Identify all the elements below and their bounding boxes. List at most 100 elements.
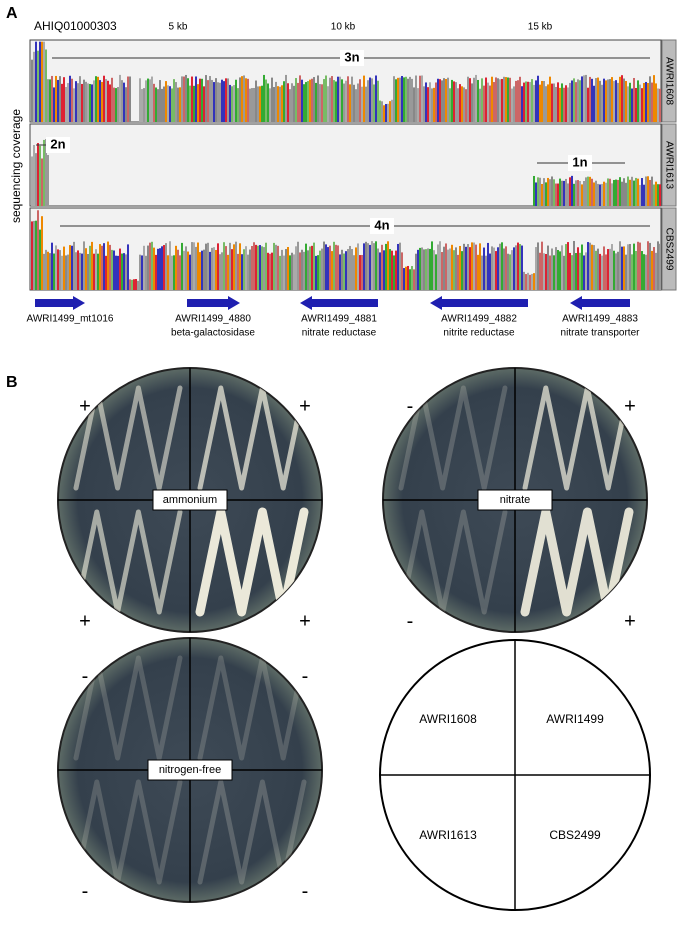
coverage-bar	[587, 242, 589, 290]
coverage-bar	[641, 251, 643, 290]
coverage-bar	[597, 183, 599, 206]
coverage-bar	[549, 255, 551, 290]
coverage-bar	[99, 80, 101, 122]
medium-label: ammonium	[163, 494, 217, 506]
coverage-bar	[155, 87, 157, 122]
coverage-bar	[517, 80, 519, 122]
coverage-bar	[497, 247, 499, 290]
medium-box	[147, 759, 233, 781]
coverage-bar	[319, 84, 321, 122]
coverage-bar	[49, 253, 51, 290]
coverage-bar	[437, 244, 439, 290]
coverage-bar	[291, 252, 293, 290]
coverage-bar	[659, 184, 661, 206]
coverage-bar	[433, 250, 435, 290]
coverage-bar	[375, 241, 377, 290]
coverage-bar	[497, 78, 499, 122]
coverage-bar	[633, 243, 635, 290]
coverage-bar	[435, 254, 437, 290]
coverage-bar	[333, 241, 335, 290]
coverage-bar	[485, 77, 487, 122]
gene-arrow	[300, 296, 378, 310]
coverage-bar	[347, 76, 349, 122]
coverage-bar	[501, 78, 503, 122]
coverage-bar	[317, 75, 319, 122]
coverage-bar	[277, 245, 279, 290]
coverage-bar	[41, 216, 43, 290]
coverage-bar	[519, 76, 521, 122]
coverage-bar	[643, 82, 645, 122]
coverage-bar	[87, 253, 89, 290]
coverage-bar	[415, 253, 417, 290]
coverage-bar	[31, 221, 33, 290]
coverage-bar	[617, 251, 619, 290]
coverage-bar	[159, 248, 161, 290]
coverage-bar	[295, 246, 297, 290]
coverage-bar	[605, 254, 607, 290]
coverage-bar	[533, 84, 535, 122]
coverage-bar	[439, 79, 441, 122]
coverage-bar	[233, 85, 235, 122]
coverage-bar	[299, 75, 301, 122]
coverage-bar	[613, 81, 615, 122]
coverage-bar	[623, 246, 625, 290]
coverage-bar	[103, 243, 105, 290]
coverage-bar	[357, 243, 359, 290]
coverage-bar	[157, 89, 159, 122]
coverage-bar	[505, 246, 507, 290]
coverage-bar	[287, 83, 289, 122]
growth-sign: -	[302, 880, 309, 902]
coverage-bar	[405, 266, 407, 290]
coverage-bar	[629, 244, 631, 290]
coverage-bar	[265, 79, 267, 122]
coverage-bar	[359, 79, 361, 122]
coverage-bar	[69, 245, 71, 290]
coverage-bar	[331, 76, 333, 122]
coverage-bar	[213, 247, 215, 290]
coverage-bar	[407, 78, 409, 122]
coverage-bar	[589, 242, 591, 290]
coverage-bar	[591, 178, 593, 206]
coverage-bar	[101, 81, 103, 122]
growth-sign: +	[79, 395, 91, 417]
coverage-bar	[601, 84, 603, 122]
coverage-bar	[539, 252, 541, 290]
coverage-bar	[555, 86, 557, 122]
coverage-bar	[39, 41, 41, 122]
coverage-bar	[129, 279, 131, 290]
coverage-bar	[345, 251, 347, 290]
coverage-bar	[411, 266, 413, 290]
coverage-bar	[63, 246, 65, 290]
coverage-bar	[33, 144, 35, 206]
coverage-bar	[551, 176, 553, 206]
coverage-bar	[307, 81, 309, 122]
coverage-bar	[37, 210, 39, 290]
coverage-bar	[119, 248, 121, 290]
coverage-bar	[395, 250, 397, 290]
coverage-bar	[589, 76, 591, 122]
coverage-bar	[605, 80, 607, 122]
medium-box	[152, 489, 228, 511]
coverage-bar	[555, 247, 557, 290]
coverage-bar	[629, 179, 631, 206]
coverage-bar	[427, 248, 429, 290]
coverage-bar	[225, 78, 227, 122]
coverage-bar	[107, 241, 109, 290]
coverage-bar	[339, 254, 341, 290]
coverage-bar	[215, 78, 217, 122]
coverage-bar	[631, 176, 633, 206]
coverage-bar	[241, 76, 243, 122]
panel-label: A	[6, 5, 18, 22]
coverage-bar	[317, 255, 319, 290]
coverage-bar	[543, 253, 545, 290]
coverage-bar	[189, 254, 191, 290]
coverage-bar	[201, 250, 203, 290]
gene-id: AWRI1499_4882	[441, 314, 517, 325]
coverage-bar	[547, 84, 549, 122]
coverage-bar	[255, 80, 257, 122]
coverage-bar	[71, 245, 73, 290]
coverage-bar	[611, 244, 613, 290]
coverage-bar	[467, 76, 469, 122]
coverage-bar	[655, 83, 657, 122]
coverage-bar	[245, 78, 247, 122]
